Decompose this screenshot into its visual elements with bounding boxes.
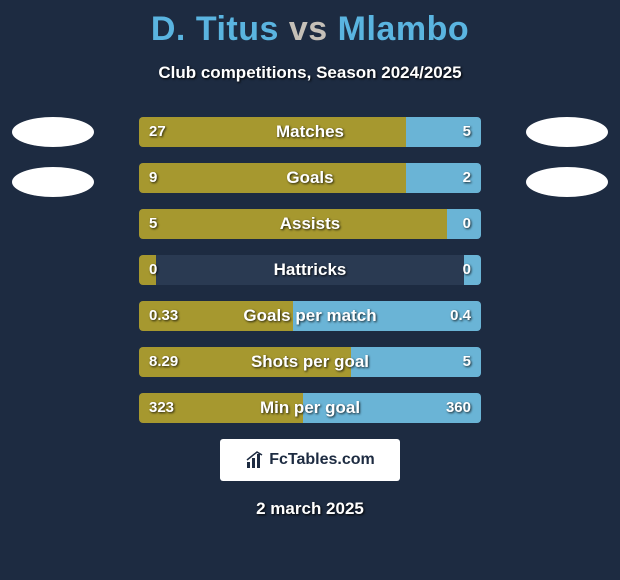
team-badge xyxy=(12,117,94,147)
stat-bars: 275Matches92Goals50Assists00Hattricks0.3… xyxy=(139,117,481,423)
stat-value-right: 0 xyxy=(453,209,481,239)
vs-text: vs xyxy=(289,10,328,48)
stat-row: 92Goals xyxy=(139,163,481,193)
right-badges xyxy=(522,117,612,217)
stat-value-left: 8.29 xyxy=(139,347,188,377)
bar-fill-left xyxy=(139,163,406,193)
source-logo: FcTables.com xyxy=(220,439,400,481)
team-badge xyxy=(526,167,608,197)
bar-fill-left xyxy=(139,117,406,147)
player1-name: D. Titus xyxy=(151,10,279,48)
stat-row: 0.330.4Goals per match xyxy=(139,301,481,331)
chart-icon xyxy=(245,450,265,470)
stat-value-right: 0.4 xyxy=(440,301,481,331)
stat-row: 50Assists xyxy=(139,209,481,239)
team-badge xyxy=(12,167,94,197)
comparison-title: D. Titus vs Mlambo xyxy=(0,0,620,49)
stat-value-right: 0 xyxy=(453,255,481,285)
stat-value-right: 360 xyxy=(436,393,481,423)
stat-value-right: 5 xyxy=(453,347,481,377)
logo-text: FcTables.com xyxy=(269,451,375,469)
footer-date: 2 march 2025 xyxy=(0,499,620,519)
left-badges xyxy=(8,117,98,217)
stat-value-left: 0 xyxy=(139,255,167,285)
stat-row: 0 0Hattricks xyxy=(139,255,481,285)
stat-row: 275Matches xyxy=(139,117,481,147)
stat-value-left: 5 xyxy=(139,209,167,239)
team-badge xyxy=(526,117,608,147)
bar-fill-left xyxy=(139,209,447,239)
stat-value-right: 5 xyxy=(453,117,481,147)
stat-value-left: 9 xyxy=(139,163,167,193)
stat-value-left: 27 xyxy=(139,117,176,147)
stat-label: Hattricks xyxy=(139,255,481,285)
stat-value-right: 2 xyxy=(453,163,481,193)
stat-row: 323360Min per goal xyxy=(139,393,481,423)
stat-value-left: 323 xyxy=(139,393,184,423)
stat-row: 8.295Shots per goal xyxy=(139,347,481,377)
stat-value-left: 0.33 xyxy=(139,301,188,331)
player2-name: Mlambo xyxy=(338,10,469,48)
subtitle: Club competitions, Season 2024/2025 xyxy=(0,63,620,83)
comparison-chart: 275Matches92Goals50Assists00Hattricks0.3… xyxy=(0,117,620,423)
